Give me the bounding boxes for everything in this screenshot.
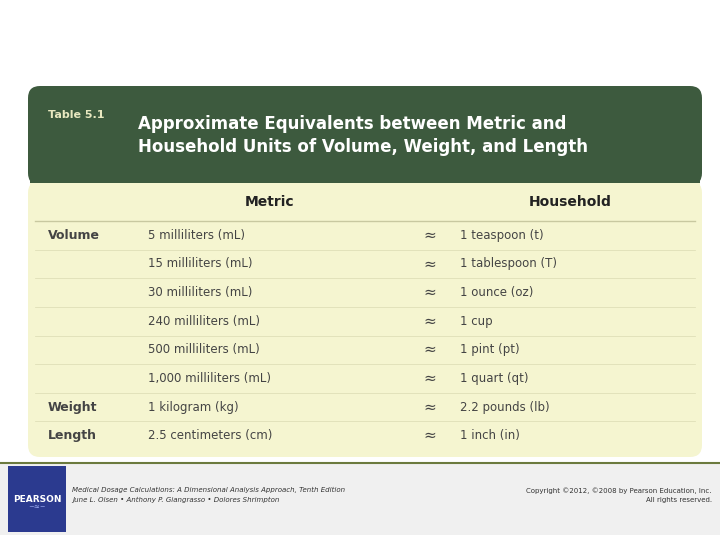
Text: 1 pint (pt): 1 pint (pt)	[460, 343, 520, 356]
Text: 2.5 centimeters (cm): 2.5 centimeters (cm)	[148, 429, 272, 442]
Text: 2.2 pounds (lb): 2.2 pounds (lb)	[460, 401, 549, 414]
Text: Metric: Metric	[246, 195, 294, 209]
Text: 1 kilogram (kg): 1 kilogram (kg)	[148, 401, 238, 414]
Text: Approximate Equivalents between Metric and
Household Units of Volume, Weight, an: Approximate Equivalents between Metric a…	[138, 115, 588, 156]
Text: 5 milliliters (mL): 5 milliliters (mL)	[148, 229, 245, 242]
Text: Medical Dosage Calculations: A Dimensional Analysis Approach, Tenth Edition
June: Medical Dosage Calculations: A Dimension…	[72, 488, 345, 503]
FancyBboxPatch shape	[28, 86, 702, 185]
Text: 30 milliliters (mL): 30 milliliters (mL)	[148, 286, 253, 299]
FancyBboxPatch shape	[28, 181, 702, 457]
Bar	[30, 140, 700, 183]
Text: Weight: Weight	[48, 401, 97, 414]
Text: 1 teaspoon (t): 1 teaspoon (t)	[460, 229, 544, 242]
Text: Length: Length	[48, 429, 97, 442]
Text: Table 5.1: Table 5.1	[48, 110, 104, 119]
Text: 1 quart (qt): 1 quart (qt)	[460, 372, 528, 385]
Text: ≈: ≈	[423, 256, 436, 272]
Bar	[30, 181, 700, 195]
Text: ≈: ≈	[423, 428, 436, 443]
Text: ≈: ≈	[423, 400, 436, 415]
Text: 1 tablespoon (T): 1 tablespoon (T)	[460, 258, 557, 271]
Text: Copyright ©2012, ©2008 by Pearson Education, Inc.
All rights reserved.: Copyright ©2012, ©2008 by Pearson Educat…	[526, 487, 712, 503]
Text: ≈: ≈	[423, 314, 436, 329]
Text: 1 inch (in): 1 inch (in)	[460, 429, 520, 442]
Text: PEARSON: PEARSON	[13, 495, 61, 503]
Text: ≈: ≈	[423, 285, 436, 300]
Text: ~≈~: ~≈~	[28, 504, 46, 510]
Text: ≈: ≈	[423, 228, 436, 243]
Text: 1 ounce (oz): 1 ounce (oz)	[460, 286, 534, 299]
Text: 500 milliliters (mL): 500 milliliters (mL)	[148, 343, 260, 356]
Text: 15 milliliters (mL): 15 milliliters (mL)	[148, 258, 253, 271]
Text: Household: Household	[528, 195, 611, 209]
Text: 1 cup: 1 cup	[460, 315, 492, 328]
Text: 240 milliliters (mL): 240 milliliters (mL)	[148, 315, 260, 328]
Text: ≈: ≈	[423, 342, 436, 357]
Bar	[8, 466, 66, 532]
Bar	[0, 463, 720, 535]
Text: ≈: ≈	[423, 371, 436, 386]
Text: 1,000 milliliters (mL): 1,000 milliliters (mL)	[148, 372, 271, 385]
Text: Volume: Volume	[48, 229, 100, 242]
